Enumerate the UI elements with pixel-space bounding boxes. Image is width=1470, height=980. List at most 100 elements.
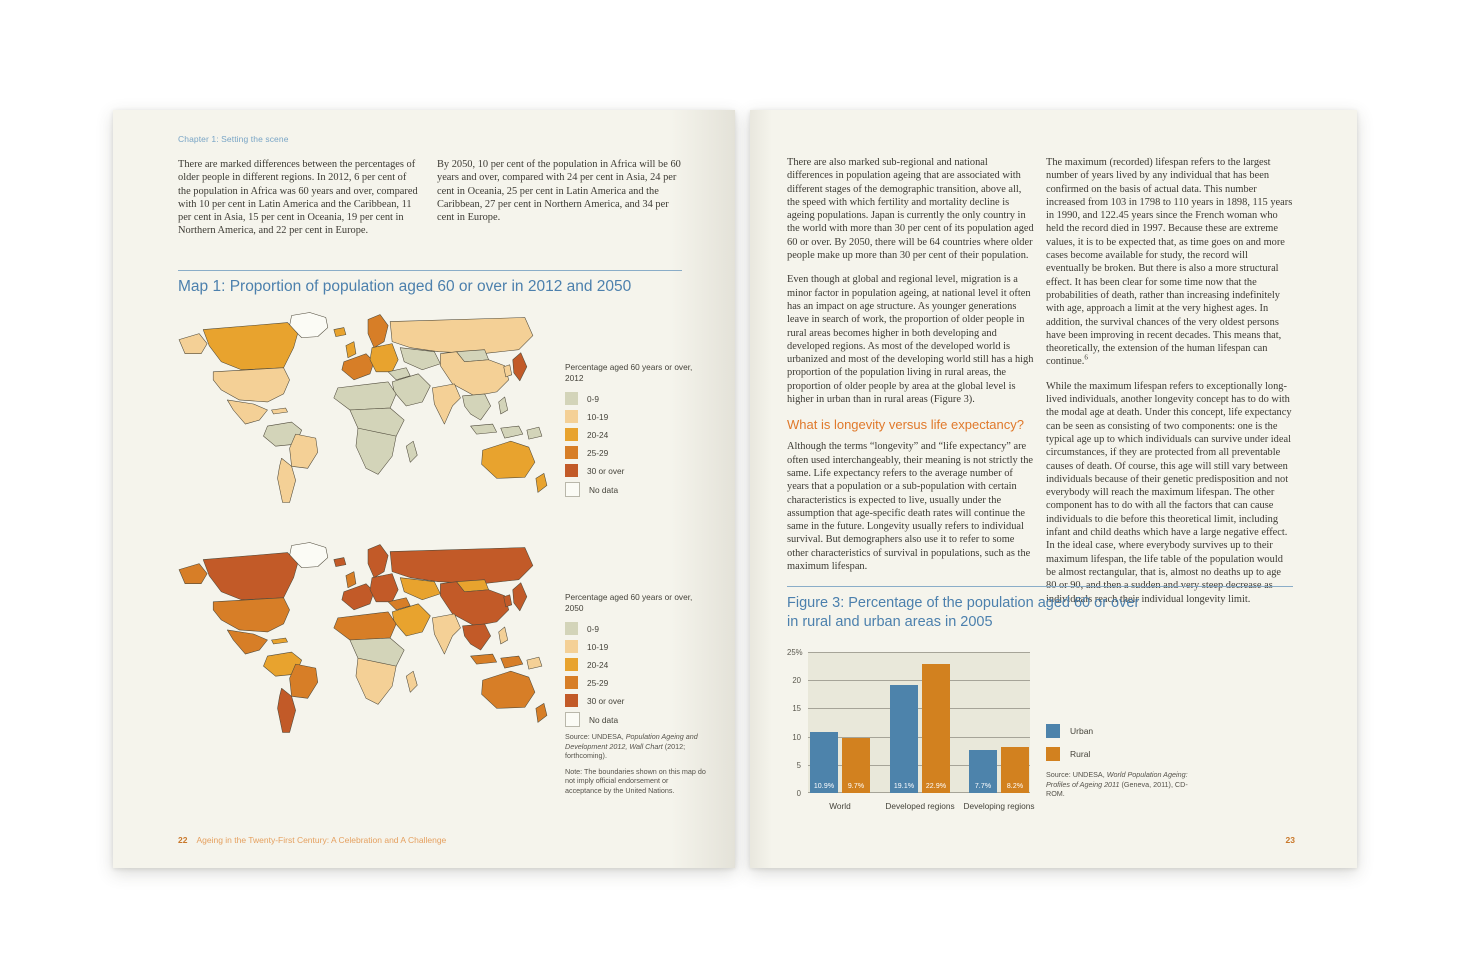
legend-swatch	[565, 622, 578, 635]
x-category-label: Developing regions	[963, 801, 1035, 811]
right-page: There are also marked sub-regional and n…	[750, 110, 1357, 868]
legend-swatch	[565, 658, 578, 671]
legend-swatch	[565, 676, 578, 689]
legend-label: 20-24	[587, 659, 609, 670]
bar-rural: 8.2%	[1001, 746, 1029, 793]
map-legend-2012-title: Percentage aged 60 years or over, 2012	[565, 362, 693, 383]
x-category-label: Developed regions	[885, 801, 955, 811]
legend-swatch	[565, 410, 578, 423]
legend-row: 30 or over	[565, 464, 697, 477]
subheading-longevity: What is longevity versus life expectancy…	[787, 417, 1024, 433]
world-map-2012	[175, 308, 557, 517]
page-number: 22	[178, 835, 188, 845]
world-map-2050	[175, 538, 557, 747]
figure-divider	[787, 586, 1293, 587]
page-number: 23	[1285, 835, 1295, 845]
map-section-divider	[178, 270, 682, 271]
paragraph: There are also marked sub-regional and n…	[787, 157, 1034, 262]
legend-swatch	[565, 446, 578, 459]
chart-plot-area: 10.9% 9.7% 19.1% 22.9% 7.7% 8.2%	[808, 652, 1030, 793]
legend-label: 0-9	[587, 623, 599, 634]
legend-swatch	[565, 482, 580, 497]
gridline	[808, 708, 1030, 710]
y-tick-label: 20	[792, 676, 801, 686]
map-legend-2050: Percentage aged 60 years or over, 2050 0…	[565, 592, 697, 732]
map-legend-2012: Percentage aged 60 years or over, 2012 0…	[565, 362, 697, 502]
legend-label: 20-24	[587, 429, 609, 440]
y-tick-label: 0	[796, 789, 801, 798]
intro-paragraph-col1: There are marked differences between the…	[178, 159, 418, 237]
bar-urban: 19.1%	[890, 685, 918, 793]
legend-swatch	[565, 464, 578, 477]
legend-label: 30 or over	[587, 465, 625, 476]
legend-row: 20-24	[565, 658, 697, 671]
paragraph: While the maximum lifespan refers to exc…	[1046, 380, 1292, 605]
legend-label: 10-19	[587, 411, 609, 422]
legend-label: 25-29	[587, 447, 609, 458]
map-legend-2050-title: Percentage aged 60 years or over, 2050	[565, 592, 693, 613]
intro-paragraph-col2: By 2050, 10 per cent of the population i…	[437, 159, 681, 224]
legend-row: 10-19	[565, 640, 697, 653]
legend-row: 30 or over	[565, 694, 697, 707]
chart-legend-label: Rural	[1070, 749, 1091, 759]
right-col1: There are also marked sub-regional and n…	[787, 156, 1034, 584]
bar-value-label: 10.9%	[813, 783, 835, 790]
left-page-footer: 22 Ageing in the Twenty-First Century: A …	[178, 835, 446, 845]
y-tick-label: 15	[792, 704, 801, 714]
legend-row: 10-19	[565, 410, 697, 423]
legend-label: 25-29	[587, 677, 609, 688]
right-page-footer: 23	[1286, 835, 1295, 845]
figure-3-chart: 10.9% 9.7% 19.1% 22.9% 7.7% 8.2% 0 5 10 15 20 25% …	[787, 638, 1067, 828]
legend-label: No data	[589, 484, 619, 495]
bar-urban: 7.7%	[969, 749, 997, 793]
left-page: Chapter 1: Setting the scene There are m…	[113, 110, 735, 868]
legend-label: No data	[589, 714, 619, 725]
paragraph: The maximum (recorded) lifespan refers t…	[1046, 157, 1293, 368]
x-category-label: World	[829, 801, 851, 811]
paragraph: Although the terms “longevity” and “life…	[787, 441, 1034, 573]
chart-legend-row: Urban	[1046, 724, 1093, 738]
bar-rural: 9.7%	[842, 738, 870, 793]
bar-value-label: 22.9%	[925, 783, 947, 790]
chart-legend-label: Urban	[1070, 726, 1094, 736]
bar-urban: 10.9%	[810, 731, 838, 793]
legend-row: 0-9	[565, 622, 697, 635]
y-tick-label: 5	[796, 760, 801, 770]
figure-title: Figure 3: Percentage of the population a…	[787, 595, 1140, 630]
bar-value-label: 8.2%	[1006, 783, 1024, 790]
legend-row: No data	[565, 482, 697, 497]
chart-legend: Urban Rural	[1046, 724, 1093, 770]
legend-swatch	[565, 640, 578, 653]
legend-row: 20-24	[565, 428, 697, 441]
chapter-label: Chapter 1: Setting the scene	[178, 134, 289, 144]
footnote-marker: 6	[1084, 353, 1088, 362]
right-col2: The maximum (recorded) lifespan refers t…	[1046, 156, 1293, 617]
figure-source: Source: UNDESA, World Population Ageing:…	[1046, 770, 1188, 799]
gridline	[808, 652, 1030, 653]
legend-label: 30 or over	[587, 695, 625, 706]
legend-row: 0-9	[565, 392, 697, 405]
bar-value-label: 7.7%	[974, 783, 992, 790]
map-legend-2012-items: 0-9 10-19 20-24 25-29 30 or over No data	[565, 392, 697, 497]
running-title: Ageing in the Twenty-First Century: A Ce…	[196, 835, 447, 845]
legend-label: 0-9	[587, 393, 599, 404]
map-boundaries-note: Note: The boundaries shown on this map d…	[565, 766, 706, 795]
paragraph: Even though at global and regional level…	[787, 274, 1034, 406]
legend-row: 25-29	[565, 676, 697, 689]
y-tick-label: 25%	[787, 648, 803, 657]
gridline	[808, 792, 1030, 793]
legend-swatch	[565, 428, 578, 441]
y-tick-label: 10	[792, 732, 801, 742]
legend-row: 25-29	[565, 446, 697, 459]
chart-legend-row: Rural	[1046, 747, 1093, 761]
map-source-note: Source: UNDESA, Population Ageing and De…	[565, 732, 707, 802]
map-section-title: Map 1: Proportion of population aged 60 …	[178, 278, 632, 295]
legend-swatch	[565, 694, 578, 707]
bar-rural: 22.9%	[922, 663, 950, 793]
bar-value-label: 9.7%	[847, 783, 865, 790]
map-source: Source: UNDESA, Population Ageing and De…	[565, 732, 698, 761]
chart-legend-swatch	[1046, 747, 1060, 761]
gridline	[808, 680, 1030, 682]
legend-label: 10-19	[587, 641, 609, 652]
